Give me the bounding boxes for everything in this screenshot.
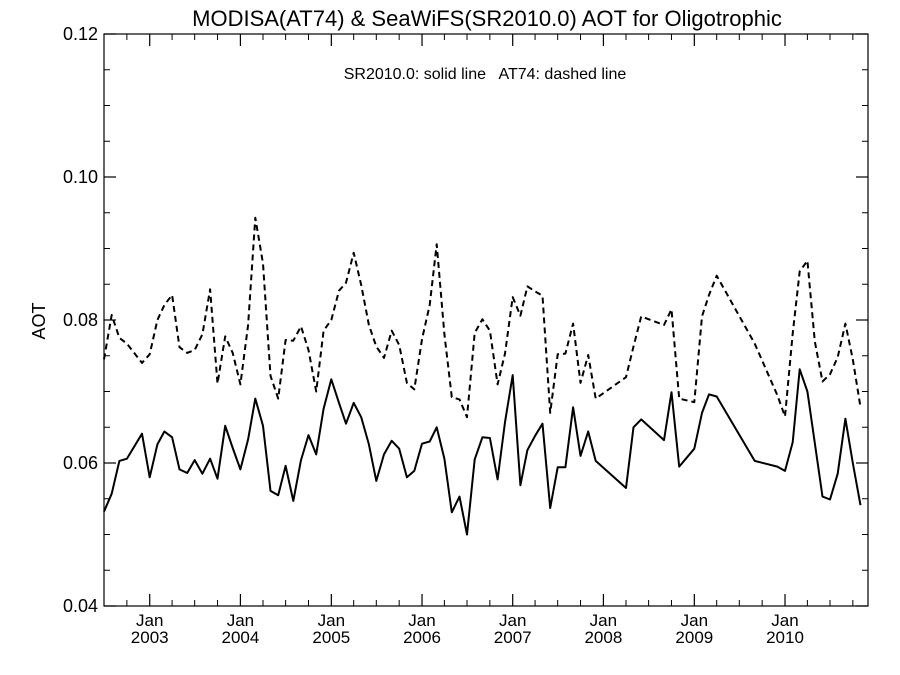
y-tick-label: 0.06 [63,453,98,473]
x-tick-label-year: 2010 [766,628,804,647]
y-tick-label: 0.12 [63,24,98,44]
x-tick-label-month: Jan [408,611,435,630]
x-tick-label-year: 2006 [403,628,441,647]
y-axis-label: AOT [29,302,49,339]
y-tick-label: 0.04 [63,596,98,616]
chart-annotation: SR2010.0: solid line AT74: dashed line [344,66,627,83]
y-tick-label: 0.10 [63,167,98,187]
x-tick-label-year: 2004 [221,628,259,647]
series-line-sr2010-0 [103,368,862,536]
x-tick-label-year: 2008 [584,628,622,647]
x-tick-label-month: Jan [681,611,708,630]
x-tick-label-month: Jan [771,611,798,630]
x-tick-label-month: Jan [590,611,617,630]
plot-frame [103,33,869,607]
x-tick-label-year: 2003 [131,628,169,647]
x-tick-label-month: Jan [227,611,254,630]
x-tick-label-month: Jan [318,611,345,630]
x-tick-label-year: 2007 [494,628,532,647]
chart-title: MODISA(AT74) & SeaWiFS(SR2010.0) AOT for… [192,6,782,31]
x-tick-label-year: 2005 [312,628,350,647]
y-tick-label: 0.08 [63,310,98,330]
series-line-at74 [103,216,862,419]
series-layer [103,216,862,536]
axes: 0.040.060.080.100.12Jan2003Jan2004Jan200… [63,24,868,647]
x-tick-label-year: 2009 [675,628,713,647]
x-tick-label-month: Jan [499,611,526,630]
x-tick-label-month: Jan [136,611,163,630]
